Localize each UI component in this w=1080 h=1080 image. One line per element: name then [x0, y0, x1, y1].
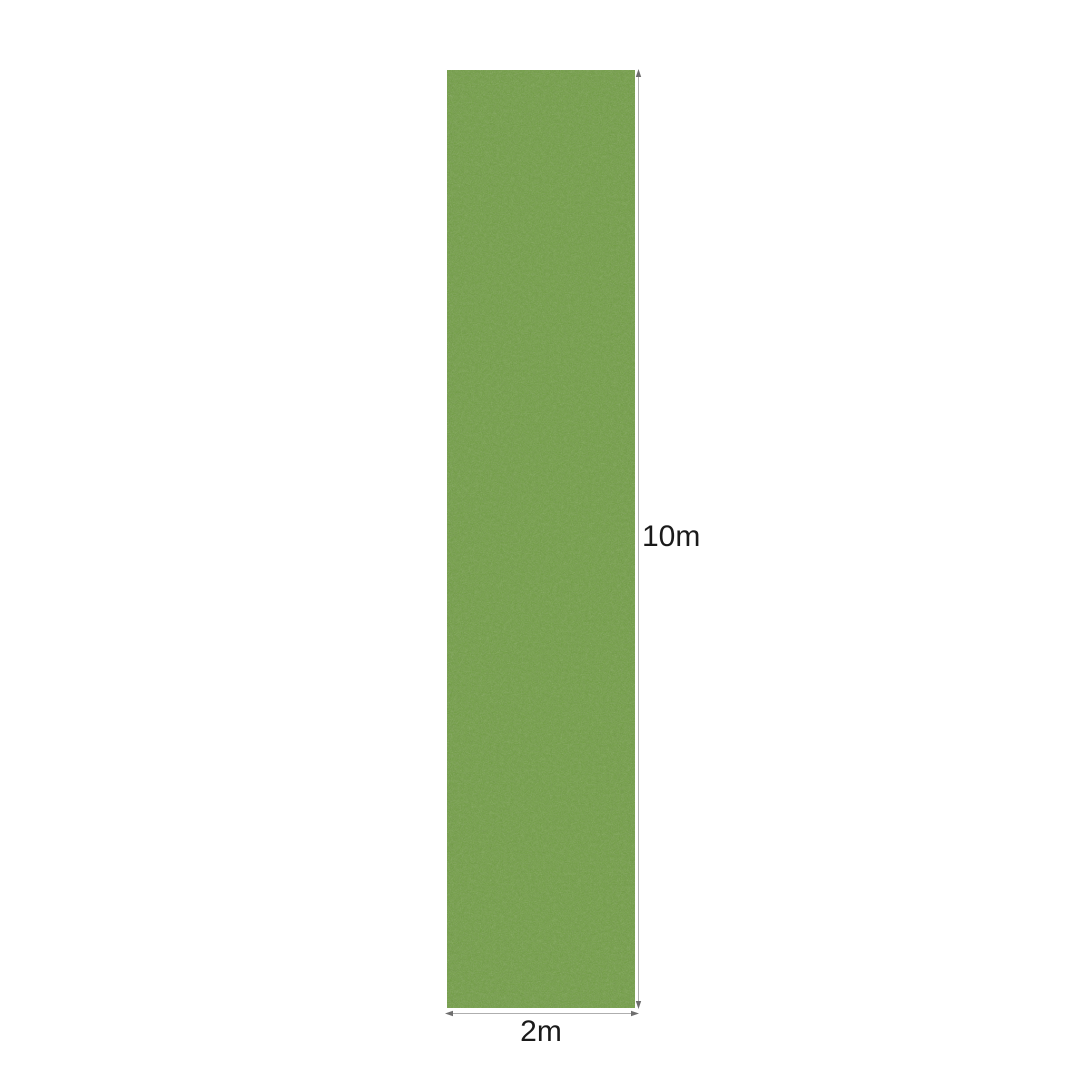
arrow-up-icon	[635, 69, 642, 77]
arrow-down-icon	[635, 1001, 642, 1009]
turf-texture-coarse	[447, 70, 635, 1008]
grass-mat-swatch	[447, 70, 635, 1008]
height-dimension-label: 10m	[642, 520, 701, 553]
width-dimension-label: 2m	[520, 1015, 562, 1048]
arrow-right-icon	[631, 1010, 639, 1017]
arrow-left-icon	[445, 1010, 453, 1017]
vertical-dimension-line	[635, 69, 642, 1009]
